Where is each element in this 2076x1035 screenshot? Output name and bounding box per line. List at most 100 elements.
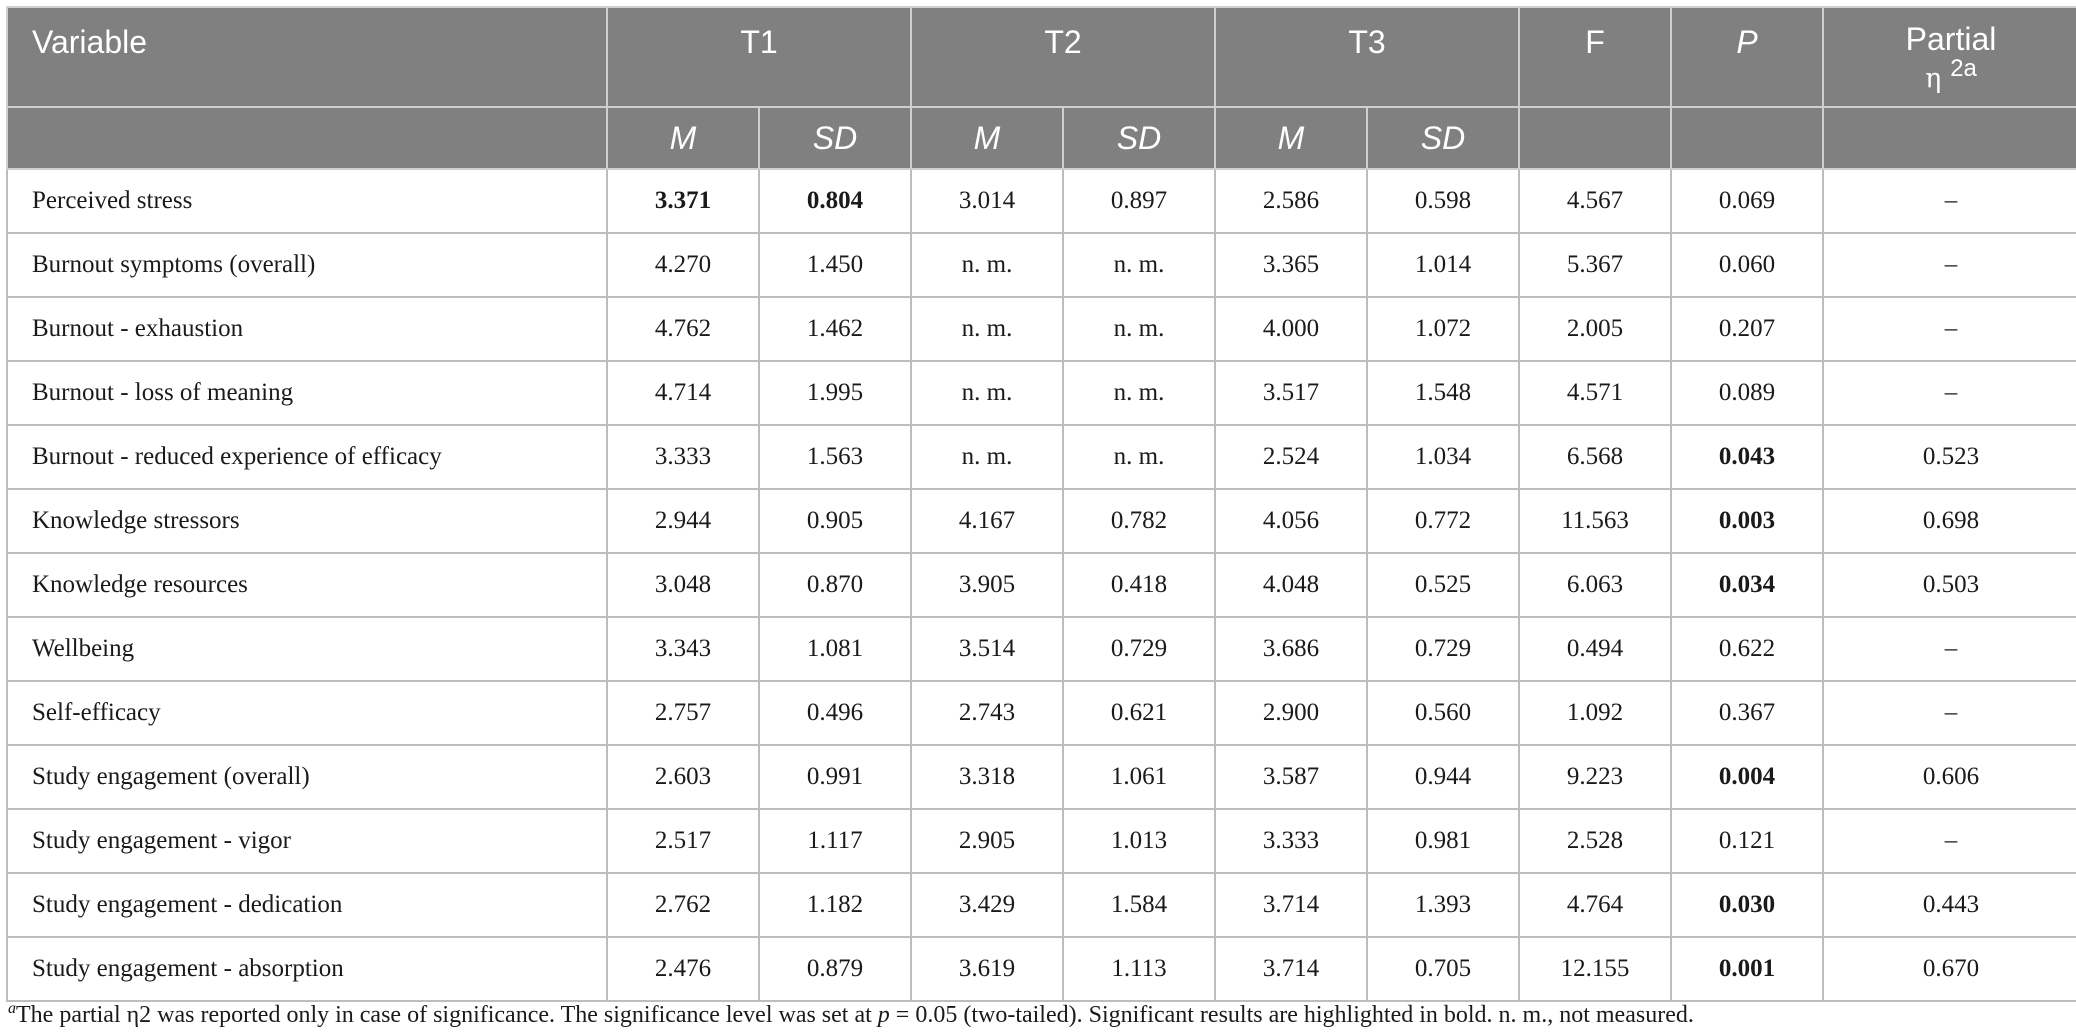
cell-f: 5.367 bbox=[1518, 232, 1672, 298]
cell-variable: Study engagement - dedication bbox=[6, 872, 608, 938]
table-header: Variable T1 T2 T3 F P Partial η 2a M SD … bbox=[6, 6, 2076, 170]
cell-t2-sd: 0.621 bbox=[1062, 680, 1216, 746]
cell-t2-m: n. m. bbox=[910, 424, 1064, 490]
cell-p: 0.622 bbox=[1670, 616, 1824, 682]
cell-t2-sd: n. m. bbox=[1062, 360, 1216, 426]
header-t3-m: M bbox=[1214, 106, 1368, 170]
header-variable-sub bbox=[6, 106, 608, 170]
cell-t1-sd: 0.804 bbox=[758, 168, 912, 234]
cell-t3-m: 4.048 bbox=[1214, 552, 1368, 618]
cell-t2-sd: 0.782 bbox=[1062, 488, 1216, 554]
cell-t1-sd: 1.995 bbox=[758, 360, 912, 426]
cell-t2-sd: n. m. bbox=[1062, 296, 1216, 362]
cell-variable: Burnout - exhaustion bbox=[6, 296, 608, 362]
cell-t1-sd: 1.462 bbox=[758, 296, 912, 362]
table-row: Study engagement - dedication 2.762 1.182 3… bbox=[6, 872, 2076, 938]
cell-t2-sd: 1.113 bbox=[1062, 936, 1216, 1002]
cell-t3-sd: 0.598 bbox=[1366, 168, 1520, 234]
cell-t2-sd: 1.061 bbox=[1062, 744, 1216, 810]
cell-t1-m: 2.517 bbox=[606, 808, 760, 874]
cell-t3-sd: 0.944 bbox=[1366, 744, 1520, 810]
cell-p: 0.060 bbox=[1670, 232, 1824, 298]
cell-t2-m: 3.514 bbox=[910, 616, 1064, 682]
cell-eta: – bbox=[1822, 680, 2076, 746]
cell-eta: 0.698 bbox=[1822, 488, 2076, 554]
cell-f: 11.563 bbox=[1518, 488, 1672, 554]
cell-variable: Wellbeing bbox=[6, 616, 608, 682]
cell-t2-m: 3.318 bbox=[910, 744, 1064, 810]
cell-eta: 0.503 bbox=[1822, 552, 2076, 618]
cell-p: 0.034 bbox=[1670, 552, 1824, 618]
cell-eta: – bbox=[1822, 168, 2076, 234]
cell-t3-m: 3.517 bbox=[1214, 360, 1368, 426]
cell-t2-m: 3.905 bbox=[910, 552, 1064, 618]
cell-f: 4.567 bbox=[1518, 168, 1672, 234]
table-body: Perceived stress 3.371 0.804 3.014 0.897 2.58… bbox=[6, 168, 2076, 1002]
cell-f: 9.223 bbox=[1518, 744, 1672, 810]
cell-t2-sd: 0.729 bbox=[1062, 616, 1216, 682]
cell-t1-m: 2.757 bbox=[606, 680, 760, 746]
cell-t3-sd: 1.548 bbox=[1366, 360, 1520, 426]
cell-t2-sd: 1.013 bbox=[1062, 808, 1216, 874]
cell-eta: – bbox=[1822, 616, 2076, 682]
cell-t1-m: 3.343 bbox=[606, 616, 760, 682]
cell-t1-sd: 0.991 bbox=[758, 744, 912, 810]
cell-t1-sd: 0.905 bbox=[758, 488, 912, 554]
cell-variable: Knowledge resources bbox=[6, 552, 608, 618]
table-row: Self-efficacy 2.757 0.496 2.743 0.621 2.900 0.… bbox=[6, 680, 2076, 746]
cell-t2-m: 3.429 bbox=[910, 872, 1064, 938]
cell-eta: – bbox=[1822, 296, 2076, 362]
header-p: P bbox=[1670, 6, 1824, 108]
header-variable: Variable bbox=[6, 6, 608, 108]
cell-t2-sd: n. m. bbox=[1062, 424, 1216, 490]
cell-variable: Study engagement - absorption bbox=[6, 936, 608, 1002]
cell-t3-sd: 1.072 bbox=[1366, 296, 1520, 362]
footnote-p-symbol: p bbox=[877, 1002, 890, 1028]
footnote-marker: a bbox=[8, 1000, 16, 1017]
cell-variable: Self-efficacy bbox=[6, 680, 608, 746]
cell-t3-m: 4.056 bbox=[1214, 488, 1368, 554]
cell-t1-m: 4.762 bbox=[606, 296, 760, 362]
cell-t2-sd: n. m. bbox=[1062, 232, 1216, 298]
header-t1-sd: SD bbox=[758, 106, 912, 170]
cell-t1-m: 4.270 bbox=[606, 232, 760, 298]
cell-t3-m: 3.714 bbox=[1214, 872, 1368, 938]
cell-t3-m: 2.524 bbox=[1214, 424, 1368, 490]
table-container: Variable T1 T2 T3 F P Partial η 2a M SD … bbox=[6, 6, 2076, 1002]
header-t2-sd: SD bbox=[1062, 106, 1216, 170]
cell-t2-m: 4.167 bbox=[910, 488, 1064, 554]
eta-symbol: η bbox=[1925, 63, 1942, 95]
cell-eta: 0.606 bbox=[1822, 744, 2076, 810]
cell-eta: – bbox=[1822, 808, 2076, 874]
cell-p: 0.069 bbox=[1670, 168, 1824, 234]
cell-p: 0.367 bbox=[1670, 680, 1824, 746]
cell-t3-m: 2.586 bbox=[1214, 168, 1368, 234]
cell-eta: 0.670 bbox=[1822, 936, 2076, 1002]
cell-t2-m: 2.743 bbox=[910, 680, 1064, 746]
cell-variable: Burnout symptoms (overall) bbox=[6, 232, 608, 298]
cell-t1-m: 3.371 bbox=[606, 168, 760, 234]
cell-t3-m: 2.900 bbox=[1214, 680, 1368, 746]
footnote-text-2: = 0.05 (two-tailed). Significant results… bbox=[889, 1002, 1694, 1028]
cell-p: 0.004 bbox=[1670, 744, 1824, 810]
eta-superscript: 2a bbox=[1950, 55, 1977, 82]
cell-f: 2.528 bbox=[1518, 808, 1672, 874]
cell-t1-sd: 0.870 bbox=[758, 552, 912, 618]
cell-t3-m: 3.714 bbox=[1214, 936, 1368, 1002]
cell-variable: Study engagement - vigor bbox=[6, 808, 608, 874]
table-row: Burnout - reduced experience of efficacy… bbox=[6, 424, 2076, 490]
cell-p: 0.003 bbox=[1670, 488, 1824, 554]
cell-variable: Knowledge stressors bbox=[6, 488, 608, 554]
cell-t3-m: 3.365 bbox=[1214, 232, 1368, 298]
table-row: Burnout symptoms (overall) 4.270 1.450 n. m… bbox=[6, 232, 2076, 298]
header-t1: T1 bbox=[606, 6, 912, 108]
cell-eta: – bbox=[1822, 360, 2076, 426]
cell-t1-sd: 1.182 bbox=[758, 872, 912, 938]
cell-eta: 0.443 bbox=[1822, 872, 2076, 938]
cell-f: 1.092 bbox=[1518, 680, 1672, 746]
cell-t1-m: 3.048 bbox=[606, 552, 760, 618]
cell-p: 0.043 bbox=[1670, 424, 1824, 490]
cell-t3-sd: 1.034 bbox=[1366, 424, 1520, 490]
header-p-sub bbox=[1670, 106, 1824, 170]
cell-t2-sd: 0.418 bbox=[1062, 552, 1216, 618]
